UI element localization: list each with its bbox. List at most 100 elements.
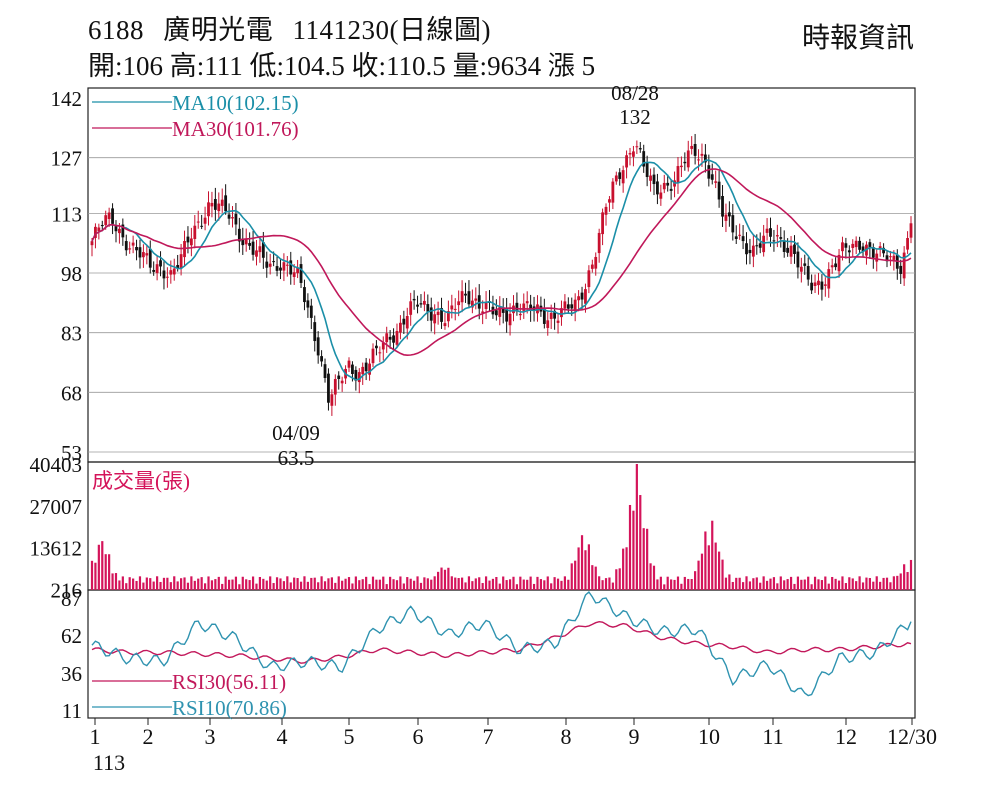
candle-body: [104, 215, 108, 226]
volume-bar: [279, 578, 282, 590]
candle-body: [659, 192, 663, 199]
candle-body: [553, 310, 557, 319]
volume-bar: [721, 559, 724, 590]
candle-body: [419, 303, 423, 305]
volume-bar: [481, 583, 484, 590]
candle-body: [179, 254, 183, 269]
x-tick-label: 4: [277, 724, 288, 749]
ma10-line: [91, 159, 912, 381]
volume-bar: [282, 581, 285, 590]
volume-bar: [231, 579, 234, 590]
candle-body: [738, 234, 742, 236]
candle-body: [135, 246, 138, 251]
candle-body: [731, 215, 735, 233]
candle-body: [614, 175, 618, 182]
candle-body: [189, 238, 193, 246]
candle-body: [121, 224, 125, 238]
candle-body: [388, 336, 392, 340]
candle-body: [203, 217, 207, 224]
candle-body: [357, 372, 361, 383]
volume-bar: [536, 576, 539, 590]
candle-body: [484, 302, 488, 309]
candle-body: [241, 238, 245, 246]
candle-body: [429, 307, 433, 321]
low-annotation-date: 04/09: [272, 421, 320, 445]
legend-label: MA30(101.76): [172, 117, 299, 141]
candle-body: [806, 266, 810, 280]
volume-bar: [334, 582, 337, 590]
volume-bar: [553, 577, 556, 590]
volume-bar: [584, 550, 587, 590]
volume-bar: [813, 576, 817, 590]
candle-body: [741, 236, 745, 242]
candle-body: [563, 301, 567, 309]
volume-bar: [234, 576, 238, 590]
candle-body: [782, 240, 786, 252]
volume-bar: [748, 581, 752, 590]
candle-body: [868, 242, 872, 249]
candle-body: [107, 212, 111, 220]
candle-body: [118, 228, 121, 234]
volume-bar: [354, 576, 357, 590]
volume-bar: [567, 579, 570, 590]
volume-bar: [807, 576, 810, 590]
volume-bar: [323, 581, 327, 590]
candle-body: [769, 228, 772, 237]
volume-bar: [197, 578, 200, 590]
volume-bar: [786, 579, 789, 590]
volume-bar: [351, 583, 354, 590]
candle-body: [847, 250, 851, 253]
candle-body: [371, 348, 375, 364]
volume-bar: [433, 576, 436, 590]
volume-bar: [714, 542, 717, 590]
candle-body: [573, 299, 577, 312]
volume-bar: [556, 578, 560, 590]
candle-body: [292, 272, 296, 277]
rsi-tick-label: 87: [61, 587, 82, 611]
candle-body: [666, 182, 670, 186]
volume-bar: [413, 580, 416, 590]
chart-title: 6188 廣明光電 1141230(日線圖): [88, 8, 491, 47]
candle-body: [361, 366, 365, 375]
candle-body: [368, 363, 371, 375]
candle-body: [594, 256, 598, 269]
candle-body: [443, 323, 447, 327]
volume-bar: [741, 582, 745, 590]
candle-body: [580, 292, 584, 300]
volume-bar: [762, 576, 765, 590]
volume-bar: [101, 541, 104, 590]
candle-body: [316, 337, 320, 356]
candle-body: [799, 266, 803, 272]
volume-panel-frame: [87, 461, 916, 591]
candle-body: [494, 310, 498, 316]
candle-body: [889, 256, 892, 258]
candle-body: [710, 174, 714, 180]
volume-bar: [162, 577, 166, 590]
candle-body: [803, 263, 807, 266]
candle-body: [255, 250, 258, 257]
volume-bar: [532, 583, 536, 590]
volume-bar: [227, 579, 231, 590]
volume-bar: [293, 577, 296, 590]
candle-body: [837, 254, 841, 272]
high-annotation-date: 08/28: [611, 81, 659, 105]
volume-bar: [464, 582, 467, 590]
volume-bar: [834, 578, 837, 590]
candle-body: [628, 153, 632, 155]
candle-body: [724, 214, 728, 221]
candle-body: [878, 246, 882, 250]
open-value: 106: [122, 51, 164, 81]
volume-bar: [389, 576, 392, 590]
candle-body: [690, 145, 694, 149]
volume-bar: [519, 576, 522, 590]
candle-body: [138, 247, 142, 258]
candle-body: [265, 261, 269, 268]
candle-body: [779, 237, 783, 239]
volume-bar: [570, 563, 573, 590]
volume-bar: [166, 577, 169, 590]
volume-bar: [426, 578, 429, 590]
volume-bar: [200, 577, 203, 590]
candle-body: [234, 214, 238, 225]
candle-body: [522, 303, 526, 311]
candle-body: [354, 369, 358, 381]
